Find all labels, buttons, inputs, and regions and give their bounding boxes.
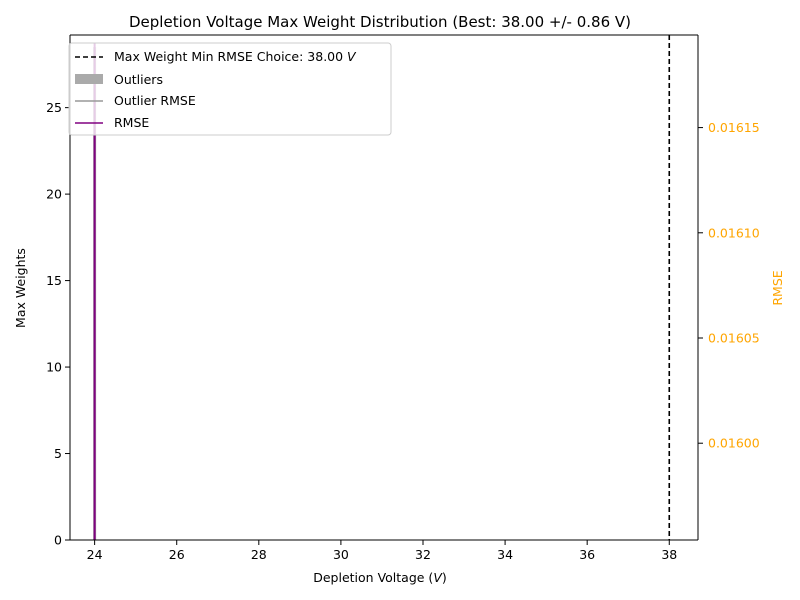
x-tick-label: 30 xyxy=(333,547,349,562)
x-tick-label: 24 xyxy=(87,547,103,562)
y-axis-ticks: 0 5 10 15 20 25 xyxy=(46,100,70,548)
x-axis-ticks: 24 26 28 30 32 34 36 38 xyxy=(87,540,677,562)
y2-tick-label: 0.01600 xyxy=(708,436,760,451)
x-axis-label: Depletion Voltage (V) xyxy=(313,570,447,585)
y-tick-label: 5 xyxy=(54,446,62,461)
y-tick-label: 0 xyxy=(54,533,62,548)
legend-label-outliers: Outliers xyxy=(114,72,163,87)
y2-axis-label: RMSE xyxy=(770,270,785,305)
y-tick-label: 25 xyxy=(46,100,62,115)
y-axis-label: Max Weights xyxy=(13,248,28,328)
y-tick-label: 15 xyxy=(46,273,62,288)
x-tick-label: 32 xyxy=(415,547,431,562)
legend-label-outlier-rmse: Outlier RMSE xyxy=(114,93,196,108)
y2-axis-ticks: 0.01600 0.01605 0.01610 0.01615 xyxy=(698,120,760,451)
x-tick-label: 26 xyxy=(169,547,185,562)
y-tick-label: 20 xyxy=(46,187,62,202)
y2-tick-label: 0.01605 xyxy=(708,331,760,346)
y-tick-label: 10 xyxy=(46,360,62,375)
x-tick-label: 34 xyxy=(497,547,513,562)
legend: Max Weight Min RMSE Choice: 38.00 V Outl… xyxy=(68,42,392,136)
x-tick-label: 36 xyxy=(579,547,595,562)
x-tick-label: 28 xyxy=(251,547,267,562)
legend-swatch-outliers xyxy=(75,74,103,84)
x-tick-label: 38 xyxy=(661,547,677,562)
legend-label-rmse: RMSE xyxy=(114,115,149,130)
legend-label-best-choice: Max Weight Min RMSE Choice: 38.00 V xyxy=(114,49,357,64)
legend-box xyxy=(68,42,392,136)
y2-tick-label: 0.01615 xyxy=(708,120,760,135)
y2-tick-label: 0.01610 xyxy=(708,225,760,240)
chart-title: Depletion Voltage Max Weight Distributio… xyxy=(129,13,631,31)
